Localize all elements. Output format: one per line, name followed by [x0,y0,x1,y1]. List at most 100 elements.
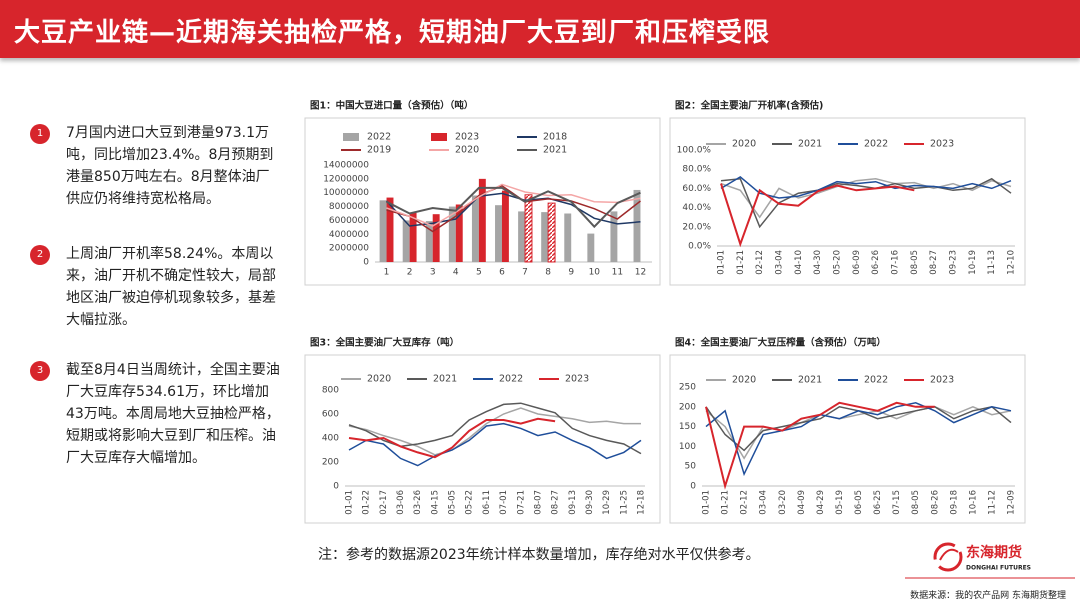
legend-label: 2021 [433,374,457,385]
legend-label: 2020 [367,374,391,385]
x-tick-label: 06-26 [871,250,881,275]
legend-label: 2021 [798,375,822,386]
x-tick-label: 12-10 [1007,250,1017,275]
x-tick-label: 02-12 [740,490,750,515]
bar [524,194,533,263]
x-tick-label: 09-23 [949,250,959,275]
legend-label: 2023 [565,374,589,385]
y-tick-label: 400 [322,434,339,444]
x-tick-label: 03-06 [396,490,406,515]
x-tick-label: 01-21 [721,490,731,515]
x-tick-label: 02-17 [379,490,389,515]
x-tick-label: 06-11 [482,490,492,515]
logo-name: 东海期货 [966,544,1022,561]
x-tick-label: 05-22 [465,490,475,515]
x-tick-label: 09-13 [568,490,578,515]
legend-label: 2022 [367,132,391,143]
bar [547,202,556,263]
x-tick-label: 05-19 [835,490,845,515]
x-tick-label: 08-05 [910,250,920,275]
bar [495,205,502,262]
line-series [348,402,642,455]
x-tick-label: 10-16 [968,490,978,515]
x-tick-label: 10-19 [968,250,978,275]
y-tick-label: 0 [333,482,339,492]
x-tick-label: 3 [430,268,436,278]
note: 注：参考的数据源2023年统计样本数量增加，库存绝对水平仅供参考。 [318,547,760,563]
x-tick-label: 01-01 [345,490,355,515]
y-tick-label: 150 [679,422,696,432]
line-series [386,183,641,227]
x-tick-label: 07-21 [516,490,526,515]
line-series [720,175,1012,199]
chart-frame [304,354,661,524]
bar [432,214,440,262]
legend-label: 2018 [543,132,567,143]
bar [425,221,433,262]
x-tick-label: 03-20 [778,490,788,515]
y-tick-label: 600 [322,410,339,420]
y-tick-label: 100 [679,442,696,452]
legend-label: 2021 [543,145,567,156]
logo: 东海期货 DONGHAI FUTURES [933,542,1031,572]
y-tick-label: 4000000 [329,230,369,240]
x-tick-label: 04-09 [797,490,807,515]
bar [518,211,526,262]
bar [610,211,618,262]
x-tick-label: 05-05 [448,490,458,515]
header: 大豆产业链—近期海关抽检严格，短期油厂大豆到厂和压榨受限 [0,0,1080,58]
line-series [720,183,915,248]
bar [402,220,410,262]
bar [564,213,572,262]
legend-label: 2022 [499,374,523,385]
x-tick-label: 2 [407,268,413,278]
x-tick-label: 04-15 [430,490,440,515]
x-tick-label: 06-05 [854,490,864,515]
x-tick-label: 11-25 [619,490,629,515]
bar [587,233,595,262]
x-tick-label: 02-12 [755,250,765,275]
line-series [705,405,1012,452]
x-tick-label: 06-09 [852,250,862,275]
x-tick-label: 08-26 [930,490,940,515]
bar [501,190,509,262]
header-title: 大豆产业链—近期海关抽检严格，短期油厂大豆到厂和压榨受限 [14,18,771,48]
chart-frame [669,117,1026,286]
bar [386,197,394,262]
x-tick-label: 11 [612,268,623,278]
line-series [720,177,1012,229]
x-tick-label: 08-05 [911,490,921,515]
legend-label: 2020 [732,375,756,386]
x-tick-label: 4 [453,268,459,278]
y-tick-label: 80.0% [682,165,711,175]
bar [379,200,387,262]
x-tick-label: 08-27 [929,250,939,275]
legend-label: 2022 [864,139,888,150]
legend-label: 2019 [367,145,391,156]
x-tick-label: 08-27 [551,490,561,515]
x-tick-label: 01-21 [736,250,746,275]
legend-label: 2020 [455,145,479,156]
legend-label: 2020 [732,139,756,150]
y-tick-label: 0.0% [688,242,711,252]
y-tick-label: 800 [322,386,339,396]
x-tick-label: 01-01 [717,250,727,275]
legend-label: 2022 [864,375,888,386]
bar [478,178,486,262]
x-tick-label: 5 [476,268,482,278]
y-tick-label: 50 [685,462,697,472]
x-tick-label: 12-09 [1007,490,1017,515]
chart-frame [304,117,661,286]
chart-title: 图4：全国主要油厂大豆压榨量（含预估）（万吨） [675,337,886,349]
bullet-text: 截至8月4日当周统计，全国主要油厂大豆库存534.61万，环比增加43万吨。本周… [66,362,280,466]
chart-title: 图3：全国主要油厂大豆库存（吨） [310,337,459,349]
chart-title: 图2：全国主要油厂开机率(含预估) [675,100,823,112]
line-series [705,401,935,490]
legend-label: 2023 [455,132,479,143]
x-tick-label: 9 [568,268,574,278]
line-series [705,402,1012,477]
y-tick-label: 6000000 [329,216,369,226]
bar [448,206,456,262]
x-tick-label: 01-01 [702,490,712,515]
